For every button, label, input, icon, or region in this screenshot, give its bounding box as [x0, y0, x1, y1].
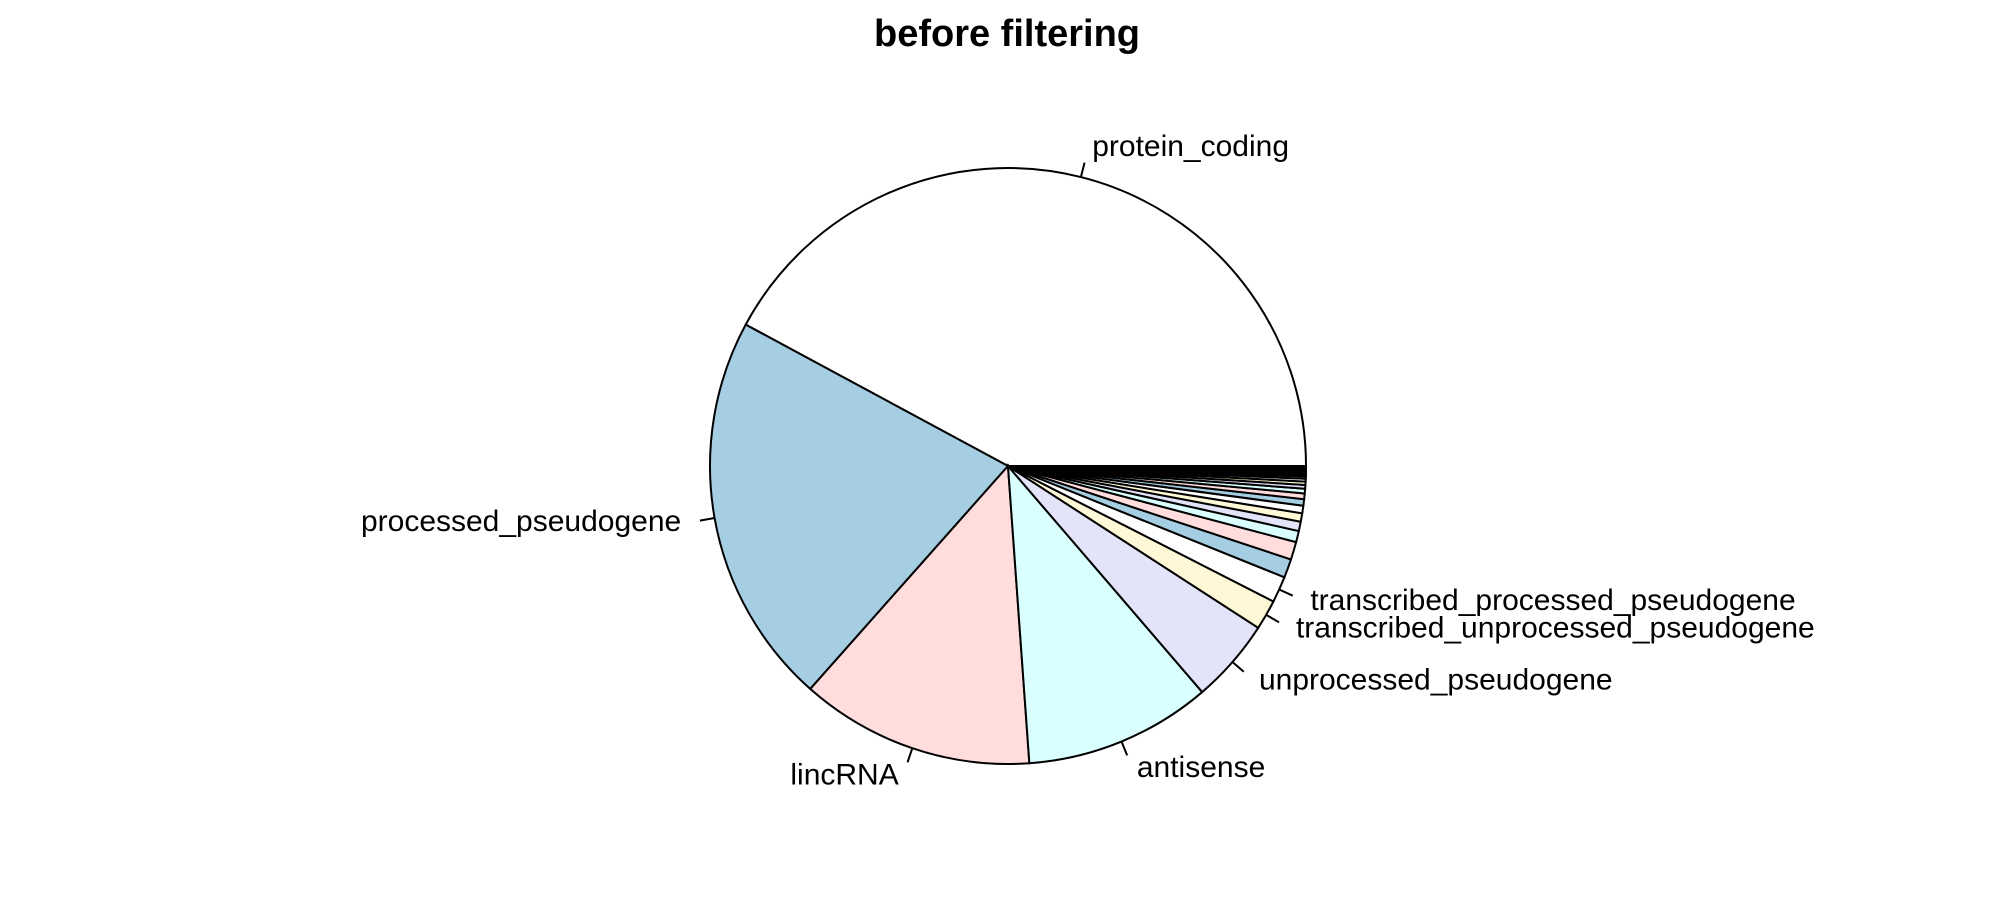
chart-title: before filtering — [874, 13, 1140, 55]
pie-slice — [808, 463, 1031, 765]
pie-slice — [709, 323, 1010, 691]
pie-label-tick — [1231, 661, 1245, 673]
pie-slice-label: transcribed_processed_pseudogene — [1310, 584, 1795, 617]
pie-slices — [709, 167, 1308, 765]
pie-slice-label: transcribed_unprocessed_pseudogene — [1296, 612, 1815, 645]
pie-label-tick — [699, 517, 715, 522]
pie-label-tick — [1278, 588, 1294, 597]
pie-label-tick — [1079, 162, 1086, 178]
pie-slice-label: lincRNA — [790, 758, 898, 791]
pie-label-tick — [906, 747, 914, 763]
pie-slice-label: processed_pseudogene — [361, 505, 681, 538]
pie-label-ticks — [699, 162, 1294, 763]
pie-slice — [744, 167, 1308, 467]
pie-slice — [1007, 465, 1308, 468]
pie-slice-label: unprocessed_pseudogene — [1259, 663, 1613, 696]
pie-labels: protein_coding processed_pseudogene lincRN… — [361, 130, 1815, 791]
pie-label-tick — [1120, 741, 1129, 756]
pie-slice-label: protein_coding — [1092, 130, 1289, 163]
pie-slice-label: antisense — [1137, 751, 1265, 784]
pie-label-tick — [1265, 613, 1280, 624]
